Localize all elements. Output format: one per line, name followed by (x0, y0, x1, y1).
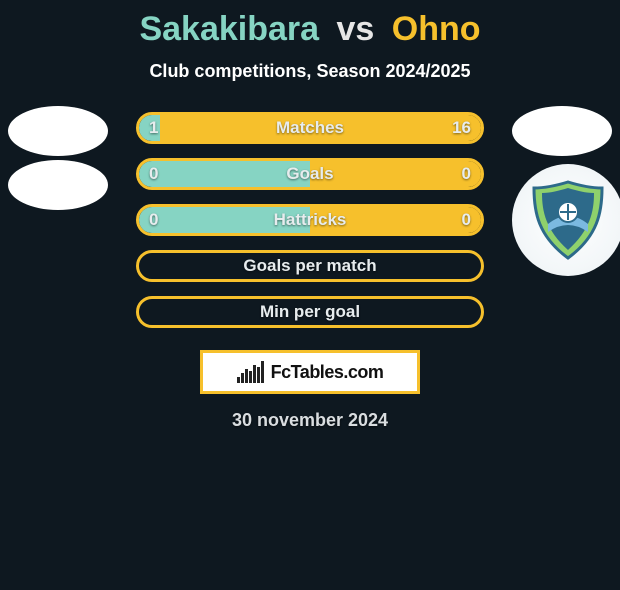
badge-right (512, 106, 612, 156)
crest-icon (526, 178, 610, 262)
title-vs: vs (337, 10, 375, 48)
stat-row-matches: Matches1 16 (136, 112, 484, 144)
stat-value-left: 0 (149, 161, 158, 187)
date-text: 30 november 2024 (0, 410, 620, 431)
stat-row-goals: Goals0 0 (136, 158, 484, 190)
brand-text: FcTables.com (271, 362, 384, 383)
stat-label: Goals per match (139, 253, 481, 279)
stat-row-min-per-goal: Min per goal (136, 296, 484, 328)
stat-value-left: 0 (149, 207, 158, 233)
crest-right (512, 164, 620, 276)
stat-label: Goals (139, 161, 481, 187)
stat-area: Matches116Goals00Hattricks00Goals per ma… (0, 106, 620, 328)
stat-label: Hattricks (139, 207, 481, 233)
stat-row-hattricks: Hattricks0 0 (136, 204, 484, 236)
stat-rows: Matches116Goals00Hattricks00Goals per ma… (136, 106, 484, 328)
stat-row-goals-per-match: Goals per match (136, 250, 484, 282)
badge-left-2 (8, 160, 108, 210)
title-player-a: Sakakibara (139, 10, 319, 48)
infographic-root: Sakakibara vs Ohno Club competitions, Se… (0, 10, 620, 431)
stat-value-left: 1 (149, 115, 158, 141)
brand-box: FcTables.com (200, 350, 420, 394)
page-title: Sakakibara vs Ohno (0, 10, 620, 49)
stat-value-right: 0 (462, 161, 471, 187)
badge-left-1 (8, 106, 108, 156)
stat-label: Matches (139, 115, 481, 141)
stat-label: Min per goal (139, 299, 481, 325)
subtitle: Club competitions, Season 2024/2025 (0, 61, 620, 82)
title-player-b: Ohno (392, 10, 481, 48)
stat-value-right: 16 (452, 115, 471, 141)
brand-bars-icon (237, 361, 265, 383)
stat-value-right: 0 (462, 207, 471, 233)
